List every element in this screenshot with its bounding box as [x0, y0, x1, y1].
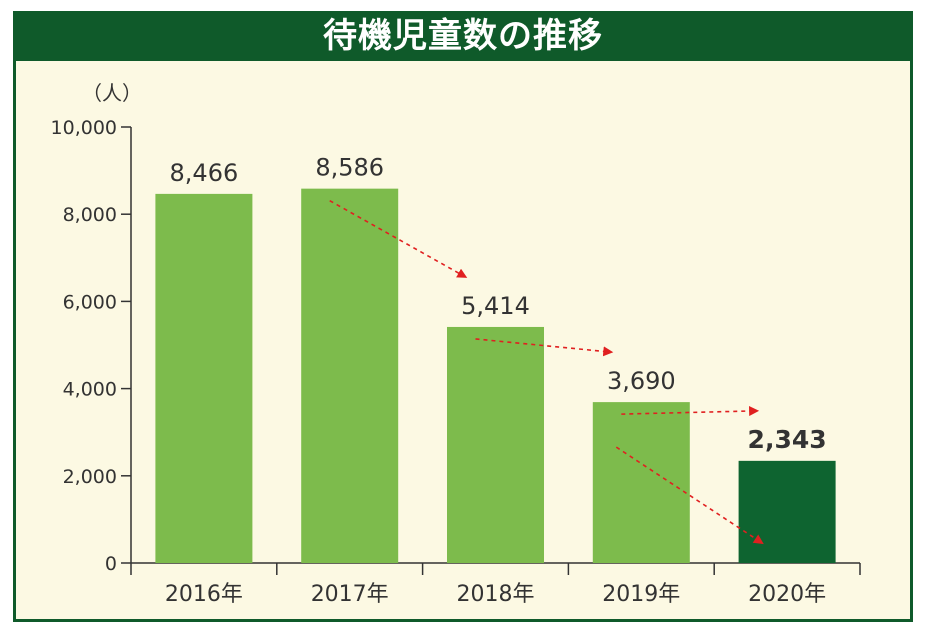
x-category-label: 2018年: [457, 582, 535, 607]
y-tick-label: 2,000: [63, 466, 117, 488]
y-tick-label: 4,000: [63, 379, 117, 401]
trend-arrow: [621, 406, 760, 417]
bar-value-label: 3,690: [607, 367, 676, 395]
y-tick-label: 8,000: [63, 204, 117, 226]
trend-arrows: [329, 199, 764, 545]
bar-value-label: 5,414: [461, 292, 530, 320]
value-labels: 8,466 2016年 8,586 2017年 5,414 2018年 3,690 2019年…: [165, 154, 827, 607]
x-category-label: 2016年: [165, 582, 243, 607]
trend-arrow: [329, 199, 468, 278]
x-category-label: 2017年: [311, 582, 389, 607]
y-tick-label: 6,000: [63, 291, 117, 313]
bar-value-label: 8,466: [170, 159, 239, 187]
bar: [592, 402, 690, 563]
trend-arrow: [475, 338, 614, 357]
x-category-label: 2020年: [748, 582, 826, 607]
bars: [155, 188, 836, 564]
y-tick-label: 0: [105, 553, 117, 575]
bar-value-label: 8,586: [315, 154, 384, 182]
axes: 0 2,000 4,000 6,000 8,000 10,000: [51, 117, 861, 575]
bar: [301, 188, 399, 564]
x-category-label: 2019年: [602, 582, 680, 607]
y-tick-label: 10,000: [51, 117, 117, 139]
chart-title: 待機児童数の推移: [13, 11, 913, 61]
bar-value-label: 2,343: [748, 425, 827, 454]
bar: [738, 460, 836, 563]
trend-arrow: [615, 446, 764, 545]
bar: [447, 326, 544, 563]
bar: [155, 193, 253, 564]
y-axis-unit-label: （人）: [82, 81, 142, 105]
